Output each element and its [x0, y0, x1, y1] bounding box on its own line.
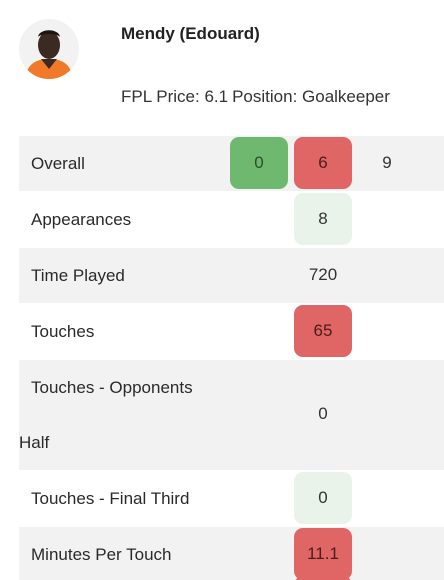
stat-value-cell: 0	[294, 472, 352, 524]
stat-row-appearances: Appearances 8	[19, 192, 444, 248]
stat-value-cell: 9	[382, 153, 392, 172]
stat-label: Overall	[31, 154, 85, 173]
stat-row-touches-final-third: Touches - Final Third 0	[19, 471, 444, 527]
stat-value-cell: 720	[308, 265, 338, 284]
stat-value-cell: 0	[230, 137, 288, 189]
stat-row-minutes-per-touch: Minutes Per Touch 11.1	[19, 527, 444, 580]
player-name: Mendy (Edouard)	[121, 24, 260, 43]
stats-table: Overall 0 6 9 Appearances 8 Time Played …	[19, 136, 444, 580]
stat-label-continued: Half	[19, 433, 50, 452]
stat-row-overall: Overall 0 6 9	[19, 136, 444, 192]
stat-label: Minutes Per Touch	[31, 545, 172, 564]
player-avatar	[19, 19, 79, 79]
stat-row-time-played: Time Played 720	[19, 248, 444, 304]
fpl-price: FPL Price: 6.1	[121, 87, 229, 106]
stat-row-touches-opponents-half: Touches - Opponents Half 0	[19, 360, 444, 471]
stat-row-touches: Touches 65	[19, 304, 444, 360]
stat-label: Appearances	[31, 210, 132, 229]
player-meta: FPL Price: 6.1 Position: Goalkeeper	[121, 87, 390, 107]
player-photo-icon	[19, 19, 79, 79]
stat-value-cell: 11.1	[294, 528, 352, 580]
stat-value-cell: 6	[294, 137, 352, 189]
stat-value-cell: 8	[294, 193, 352, 245]
stat-label: Touches	[31, 322, 95, 341]
player-position: Position: Goalkeeper	[232, 87, 390, 106]
stat-label: Touches - Opponents	[31, 378, 193, 397]
next-row-value-cell-partial	[294, 576, 352, 580]
stat-label: Touches - Final Third	[31, 489, 190, 508]
stat-value-cell: 0	[318, 404, 328, 423]
stat-value-cell: 65	[294, 305, 352, 357]
stat-label: Time Played	[31, 266, 125, 285]
